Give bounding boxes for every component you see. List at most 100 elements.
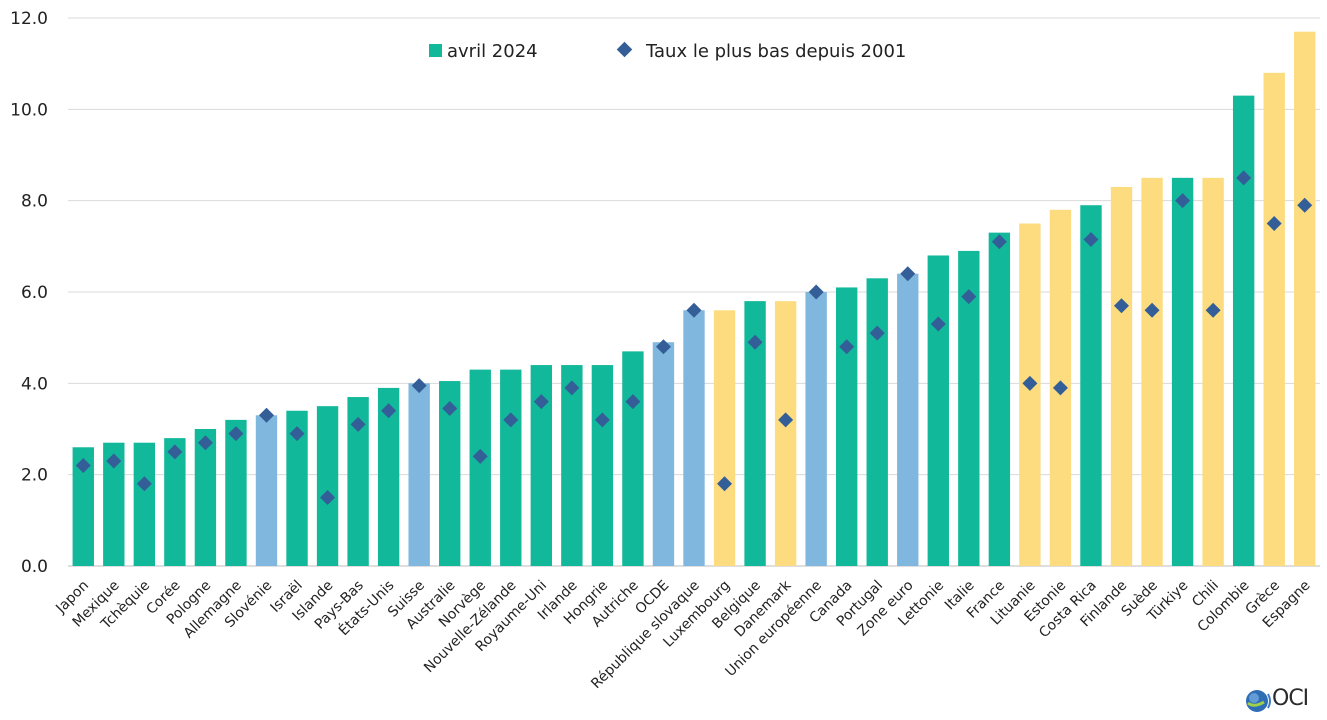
marker <box>136 476 152 492</box>
bar <box>103 442 125 566</box>
bar <box>988 232 1011 566</box>
marker <box>1114 298 1130 314</box>
bar <box>469 369 491 566</box>
bar <box>683 310 705 566</box>
bar <box>744 301 766 566</box>
marker <box>839 339 855 355</box>
marker <box>381 403 397 419</box>
marker <box>1266 216 1282 231</box>
bar <box>1080 205 1102 566</box>
bar <box>713 310 736 566</box>
marker <box>655 339 671 355</box>
marker <box>75 458 91 474</box>
marker <box>961 289 977 305</box>
marker <box>503 412 519 428</box>
bar <box>255 415 278 566</box>
marker <box>106 453 122 469</box>
y-tick-label: 2.0 <box>21 466 48 486</box>
bar <box>561 365 583 566</box>
marker <box>930 316 946 332</box>
bar <box>897 273 919 566</box>
marker <box>533 394 549 410</box>
marker <box>289 426 305 442</box>
bar <box>72 447 94 566</box>
bar <box>1141 177 1163 567</box>
bar <box>286 410 308 566</box>
marker <box>320 490 336 505</box>
bar <box>1263 72 1285 567</box>
marker <box>686 302 702 318</box>
bar <box>866 278 888 566</box>
bar <box>164 438 186 566</box>
bar <box>225 419 247 566</box>
oecd-logo-text: OCI <box>1272 686 1309 711</box>
legend-bar-swatch <box>429 44 442 57</box>
y-tick-label: 6.0 <box>21 283 48 303</box>
oecd-logo <box>1244 686 1326 716</box>
marker <box>1083 231 1099 247</box>
bars <box>72 31 1316 567</box>
bar <box>194 429 217 566</box>
y-tick-label: 12.0 <box>10 9 48 29</box>
bar <box>622 351 644 566</box>
marker <box>228 426 244 442</box>
marker <box>594 412 610 428</box>
marker <box>808 284 824 300</box>
marker <box>472 448 488 464</box>
bar <box>316 406 339 566</box>
bar <box>408 383 430 566</box>
marker <box>1205 302 1221 318</box>
legend: avril 2024 Taux le plus bas depuis 2001 <box>429 41 906 62</box>
y-tick-label: 8.0 <box>21 192 48 212</box>
bar <box>774 301 797 566</box>
bar <box>652 342 675 566</box>
legend-bar-label: avril 2024 <box>447 41 538 62</box>
markers <box>75 170 1313 505</box>
marker <box>991 234 1007 250</box>
marker <box>1144 302 1160 318</box>
bar <box>439 381 461 566</box>
bar <box>347 397 369 566</box>
bar <box>1171 177 1194 567</box>
bar <box>133 442 156 566</box>
bar <box>835 287 858 566</box>
legend-marker-label: Taux le plus bas depuis 2001 <box>645 41 906 62</box>
bar <box>530 365 553 566</box>
bar <box>1202 177 1224 567</box>
marker <box>778 412 794 428</box>
marker <box>442 400 458 416</box>
marker <box>1297 197 1313 213</box>
bar <box>805 292 827 566</box>
marker <box>1175 193 1191 209</box>
marker <box>258 407 274 423</box>
bar <box>1110 186 1133 566</box>
marker <box>411 378 427 394</box>
marker <box>350 416 366 432</box>
bar <box>377 387 400 566</box>
bar <box>927 255 949 566</box>
legend-marker-swatch <box>616 41 633 58</box>
y-axis-ticks: 0.0 2.0 4.0 6.0 8.0 10.0 12.0 <box>10 9 48 577</box>
marker <box>869 325 885 341</box>
bar <box>591 365 614 566</box>
marker <box>197 435 213 451</box>
marker <box>1022 375 1038 391</box>
marker <box>747 334 763 350</box>
bar <box>1019 223 1041 566</box>
marker <box>900 266 916 282</box>
y-tick-label: 0.0 <box>21 557 48 577</box>
marker <box>167 444 183 460</box>
marker <box>625 394 641 410</box>
bar <box>1232 95 1255 566</box>
y-tick-label: 4.0 <box>21 374 48 394</box>
marker <box>717 476 733 492</box>
x-axis-labels: JaponMexiqueTchèquieCoréePologneAllemagn… <box>52 577 1313 692</box>
y-tick-label: 10.0 <box>10 100 48 120</box>
marker <box>1052 380 1068 396</box>
marker <box>564 380 580 396</box>
marker <box>1236 170 1252 186</box>
bar <box>1294 31 1316 566</box>
bar <box>500 369 522 566</box>
bar <box>958 250 980 566</box>
